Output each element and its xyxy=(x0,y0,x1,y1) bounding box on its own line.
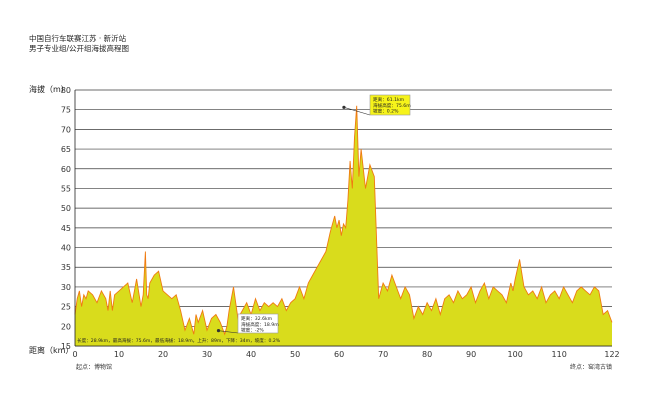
annotation-text: 距离：32.6km xyxy=(241,315,273,322)
elevation-line xyxy=(74,105,613,336)
chart-title: 中国自行车联赛江苏 · 新沂站 xyxy=(29,34,127,43)
y-tick-label: 25 xyxy=(61,303,71,312)
annotation-text: 坡度：0.2% xyxy=(373,108,399,115)
annotation-text: 距离：61.1km xyxy=(373,96,405,103)
x-tick-label: 60 xyxy=(334,350,344,359)
annotation-leader xyxy=(343,107,371,116)
y-axis-label: 海拔（m） xyxy=(29,84,69,94)
x-tick-labels: 0 10 20 30 40 50 60 70 80 90 100 110 122 xyxy=(72,350,619,359)
y-tick-label: 45 xyxy=(61,224,71,233)
annotation-text: 坡度：-2% xyxy=(241,327,264,334)
x-tick-label: 30 xyxy=(202,350,212,359)
annotation-box xyxy=(237,313,279,334)
x-tick-label: 70 xyxy=(378,350,388,359)
y-tick-label: 60 xyxy=(61,165,71,174)
y-tick-label: 40 xyxy=(61,244,71,253)
x-tick-label: 0 xyxy=(72,350,77,359)
y-tick-label: 65 xyxy=(61,145,71,154)
start-label: 起点：博物馆 xyxy=(76,364,113,371)
y-tick-label: 55 xyxy=(61,184,71,193)
x-tick-label: 40 xyxy=(246,350,256,359)
y-tick-label: 80 xyxy=(61,86,71,95)
y-tick-label: 70 xyxy=(61,125,71,134)
end-label: 终点：窑湾古镇 xyxy=(569,364,612,371)
y-tick-label: 50 xyxy=(61,204,71,213)
annotation-text: 海拔高度：18.9m xyxy=(241,321,279,328)
x-axis-label: 距离（km） xyxy=(29,345,73,355)
y-tick-label: 75 xyxy=(61,106,71,115)
x-tick-label: 110 xyxy=(552,350,567,359)
summary-text: 长度：28.9km，最高海拔：75.6m，最低海拔：18.9m，上升：89m，下… xyxy=(77,337,281,344)
y-tick-label: 30 xyxy=(61,283,71,292)
x-tick-label: 20 xyxy=(158,350,168,359)
y-tick-labels: 15 20 25 30 35 40 45 50 55 60 65 70 75 80 xyxy=(61,86,71,351)
annotation-leader xyxy=(218,330,239,334)
chart-subtitle: 男子专业组/公开组海拔高程图 xyxy=(29,44,130,53)
x-tick-label: 50 xyxy=(290,350,300,359)
x-tick-label: 10 xyxy=(114,350,124,359)
y-tick-label: 15 xyxy=(61,342,71,351)
x-tick-label: 80 xyxy=(422,350,432,359)
annotation-box xyxy=(369,94,411,116)
x-tick-label: 122 xyxy=(604,350,619,359)
annotation-text: 海拔高度：75.6m xyxy=(373,102,411,109)
y-tick-label: 35 xyxy=(61,263,71,272)
x-tick-label: 90 xyxy=(466,350,476,359)
x-tick-label: 100 xyxy=(508,350,523,359)
y-tick-label: 20 xyxy=(61,322,71,331)
